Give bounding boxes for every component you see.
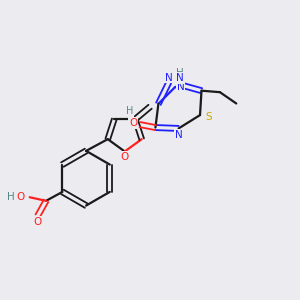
Text: O: O	[129, 118, 138, 128]
Text: N: N	[175, 130, 183, 140]
Text: O: O	[17, 192, 25, 202]
Text: N: N	[177, 82, 184, 92]
Text: H: H	[8, 192, 15, 202]
Text: O: O	[33, 217, 41, 227]
Text: N: N	[165, 73, 173, 82]
Text: O: O	[121, 152, 129, 162]
Text: H: H	[176, 68, 184, 79]
Text: N: N	[176, 73, 183, 83]
Text: S: S	[205, 112, 211, 122]
Text: H: H	[126, 106, 134, 116]
